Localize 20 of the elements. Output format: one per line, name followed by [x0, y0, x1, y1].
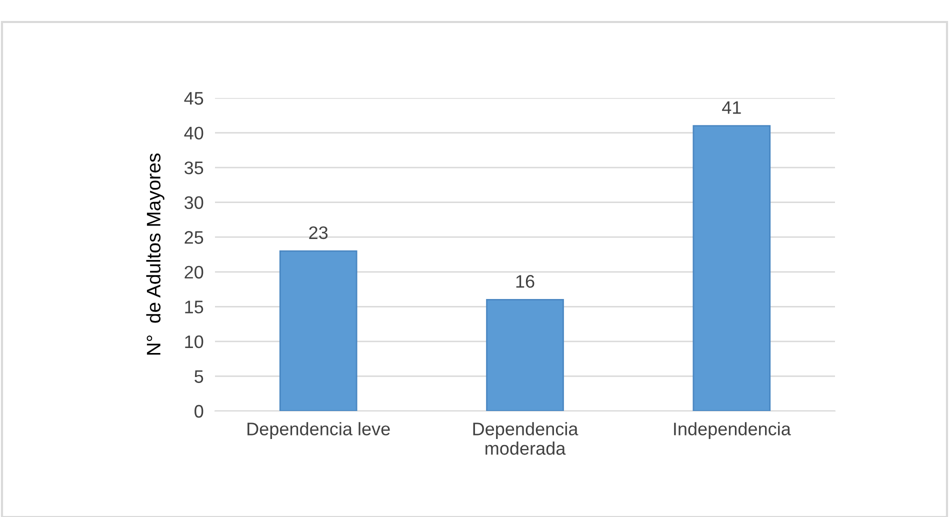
- y-tick-label: 30: [184, 196, 204, 210]
- bar: [486, 299, 564, 411]
- y-tick-label: 20: [184, 266, 204, 279]
- y-tick-label: 25: [184, 231, 204, 244]
- data-label: 41: [722, 101, 741, 114]
- bar: [692, 125, 771, 411]
- y-tick-label: 15: [185, 300, 204, 314]
- x-tick-label: Dependencia leve: [248, 422, 390, 439]
- data-label: 23: [309, 226, 328, 240]
- y-tick-label: 40: [184, 126, 204, 140]
- x-tick-label: Independencia: [674, 422, 791, 439]
- y-tick-label: 35: [184, 161, 204, 174]
- y-tick-label: 45: [184, 92, 204, 105]
- x-tick-label: Dependencia moderada: [473, 422, 578, 455]
- y-tick-label: 5: [194, 370, 204, 383]
- y-tick-label: 0: [194, 404, 204, 418]
- y-axis-title: N° de Adultos Mayores: [146, 153, 164, 355]
- data-label: 16: [516, 275, 534, 288]
- y-tick-label: 10: [185, 335, 204, 348]
- bar: [279, 250, 358, 411]
